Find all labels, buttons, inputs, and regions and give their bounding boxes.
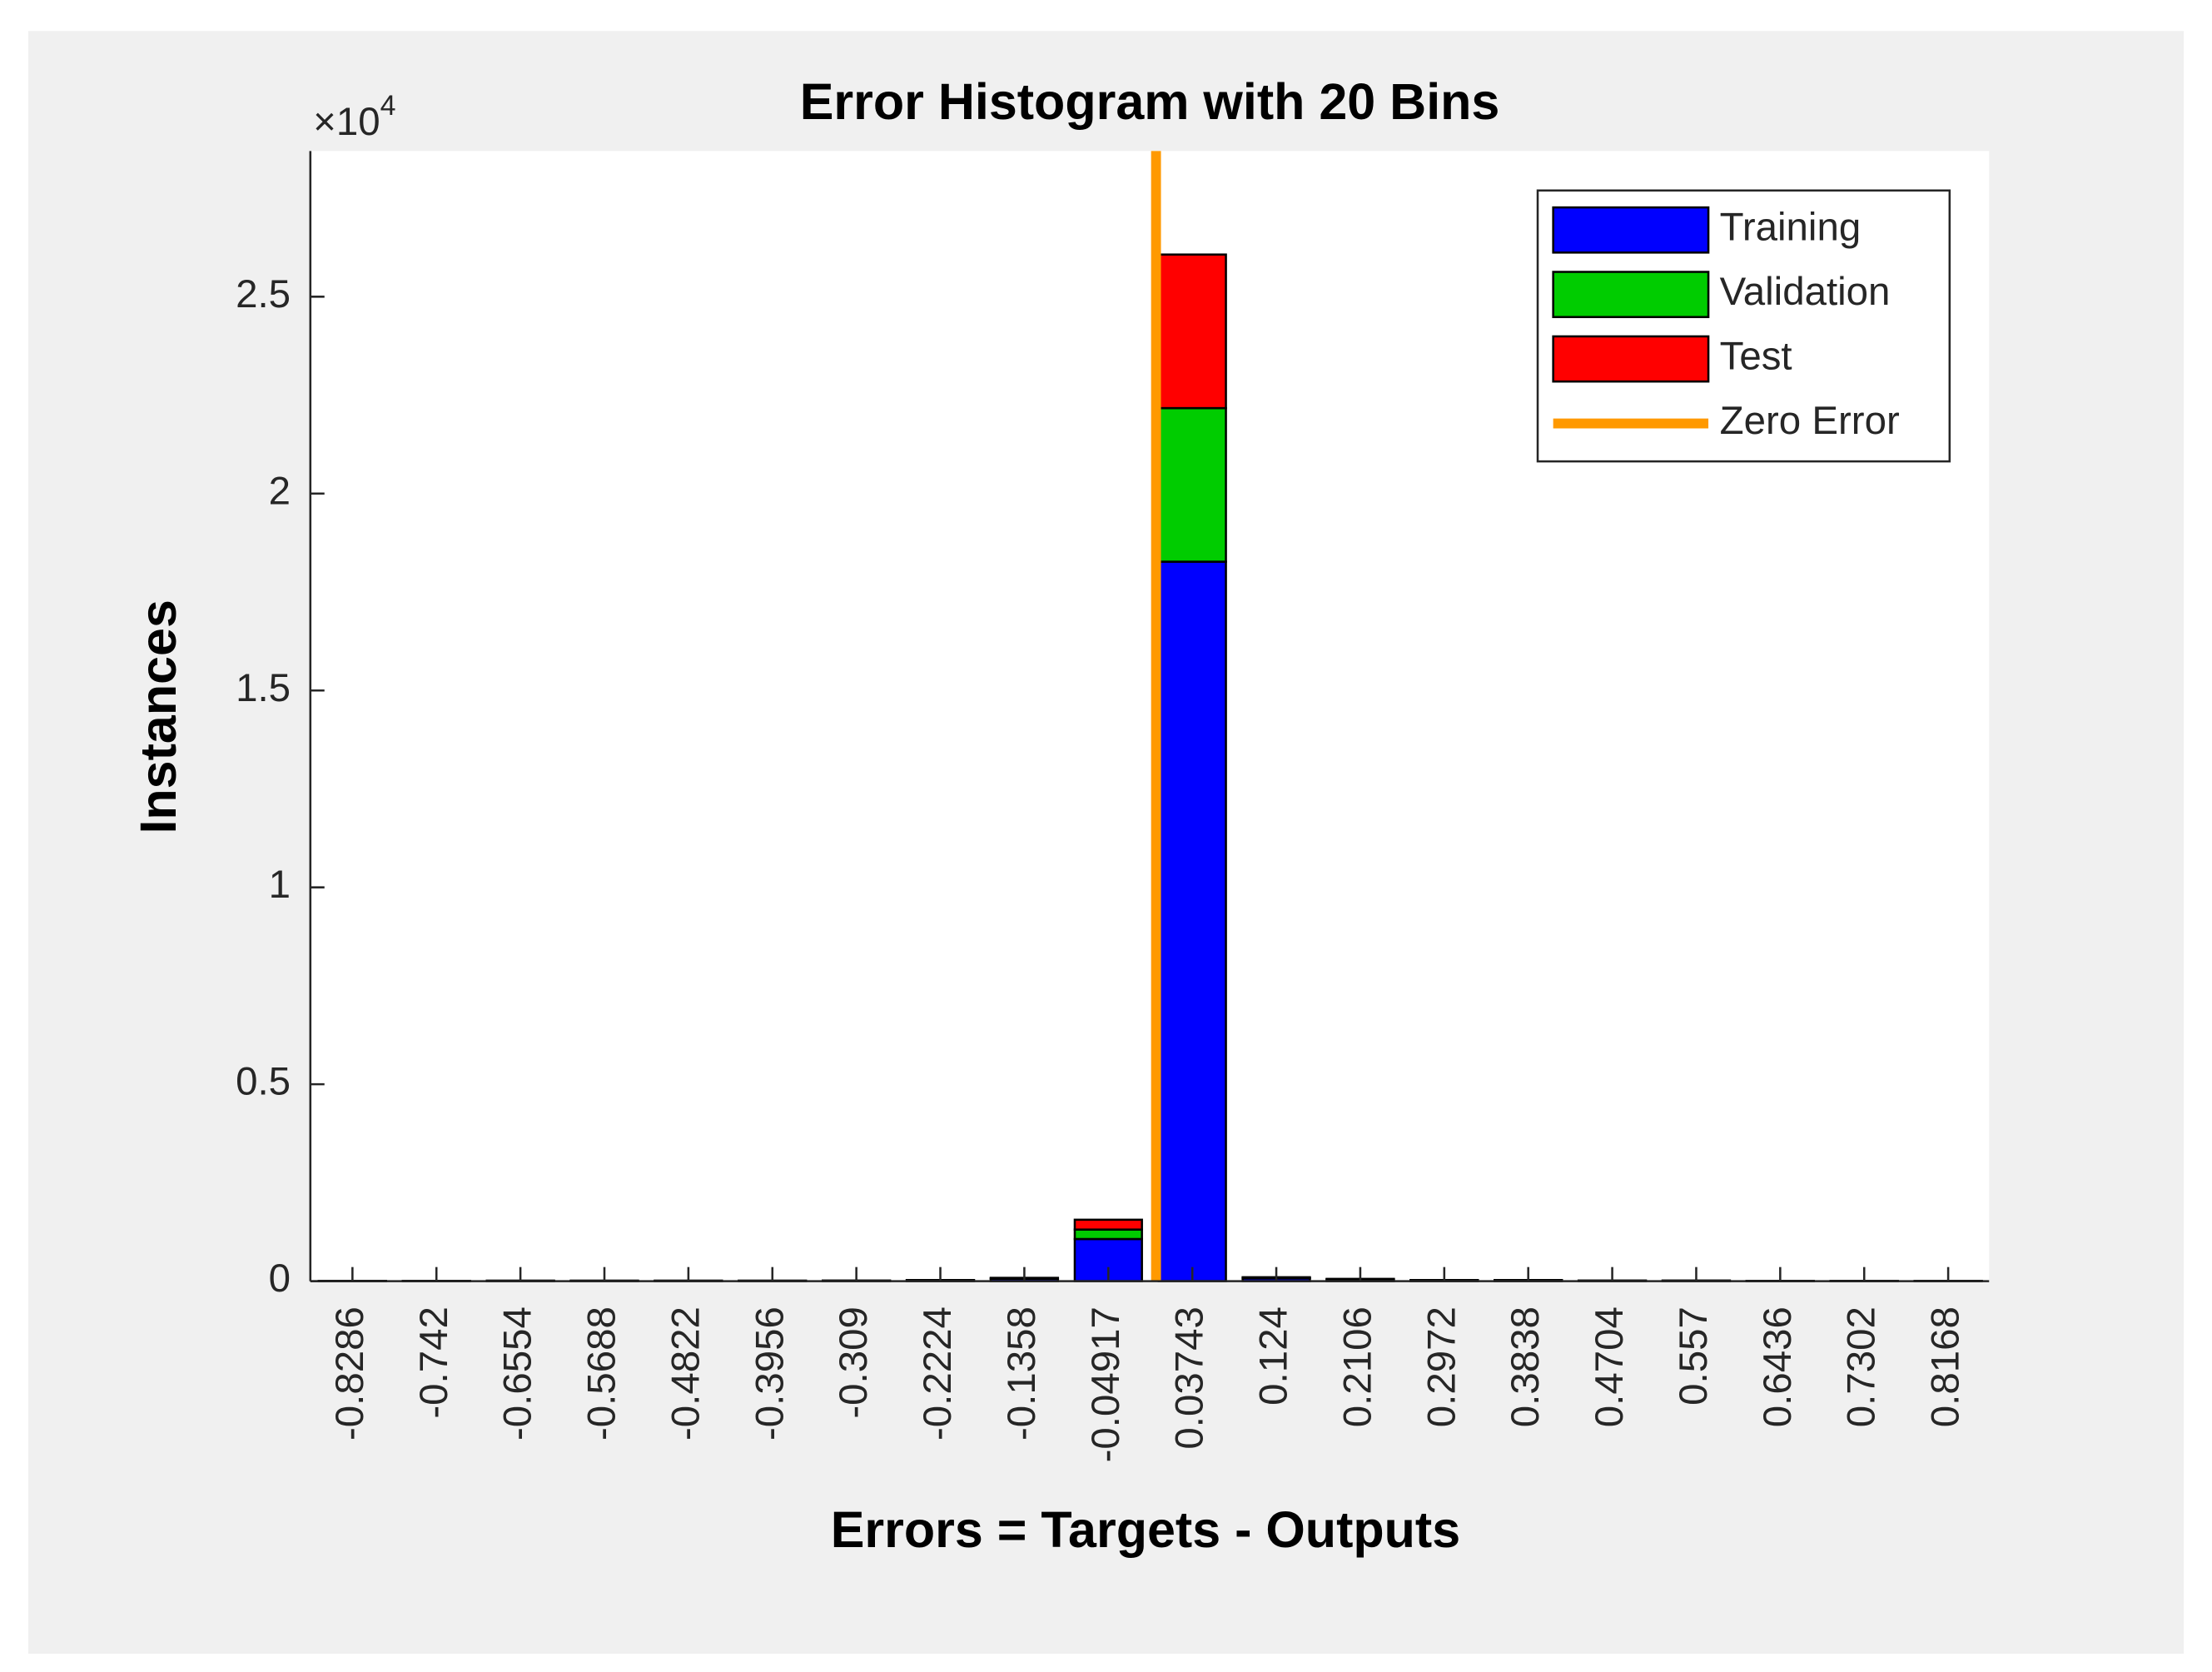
- legend-box: [1536, 189, 1951, 463]
- y-multiplier-base: ×10: [313, 100, 380, 144]
- bar-segment: [1157, 253, 1227, 410]
- y-axis-label: Instances: [130, 600, 186, 834]
- y-tick-label: 0.5: [236, 1060, 291, 1104]
- x-tick-label: 0.2106: [1335, 1306, 1379, 1427]
- y-multiplier: ×104: [313, 90, 395, 144]
- x-tick-label: -0.2224: [916, 1306, 960, 1441]
- x-tick-label: -0.04917: [1084, 1306, 1128, 1462]
- legend-label: Validation: [1720, 270, 1891, 314]
- x-tick-label: -0.5688: [580, 1306, 624, 1441]
- x-tick-label: -0.6554: [496, 1306, 540, 1441]
- x-tick-label: 0.03743: [1168, 1306, 1212, 1449]
- x-tick-label: 0.4704: [1588, 1306, 1632, 1427]
- bar-segment: [1073, 1218, 1143, 1231]
- legend: Training Validation Test Zero Error: [1536, 189, 1951, 463]
- x-axis-label: Errors = Targets - Outputs: [831, 1501, 1460, 1558]
- y-tick-label: 1.5: [236, 666, 291, 710]
- x-tick-label: 0.124: [1252, 1306, 1296, 1406]
- x-tick-label: 0.6436: [1756, 1306, 1800, 1427]
- bar-segment: [1073, 1228, 1143, 1241]
- y-tick-label: 1: [269, 863, 291, 907]
- x-tick-label: -0.3956: [748, 1306, 792, 1441]
- x-tick-label: -0.309: [832, 1306, 876, 1419]
- legend-swatch: [1552, 271, 1710, 319]
- legend-label: Training: [1720, 206, 1862, 250]
- bar-segment: [1157, 406, 1227, 563]
- x-tick-label: 0.2972: [1419, 1306, 1464, 1427]
- x-tick-label: 0.3838: [1504, 1306, 1548, 1427]
- x-tick-label: -0.8286: [328, 1306, 372, 1441]
- chart-title: Error Histogram with 20 Bins: [800, 73, 1500, 130]
- x-tick-label: -0.1358: [1000, 1306, 1044, 1441]
- y-tick-label: 2: [269, 469, 291, 513]
- legend-swatch: [1552, 335, 1710, 383]
- x-tick-label: -0.4822: [664, 1306, 708, 1441]
- x-tick-label: 0.8168: [1924, 1306, 1968, 1427]
- legend-label: Test: [1720, 335, 1792, 379]
- y-multiplier-exponent: 4: [380, 90, 396, 122]
- x-tick-label: 0.7302: [1840, 1306, 1884, 1427]
- y-tick-label: 2.5: [236, 272, 291, 316]
- y-tick-label: 0: [269, 1256, 291, 1301]
- bar-segment: [1157, 560, 1227, 1282]
- legend-label: Zero Error: [1720, 399, 1900, 443]
- x-tick-label: -0.742: [412, 1306, 456, 1419]
- x-tick-label: 0.557: [1672, 1306, 1716, 1406]
- legend-swatch: [1552, 206, 1710, 254]
